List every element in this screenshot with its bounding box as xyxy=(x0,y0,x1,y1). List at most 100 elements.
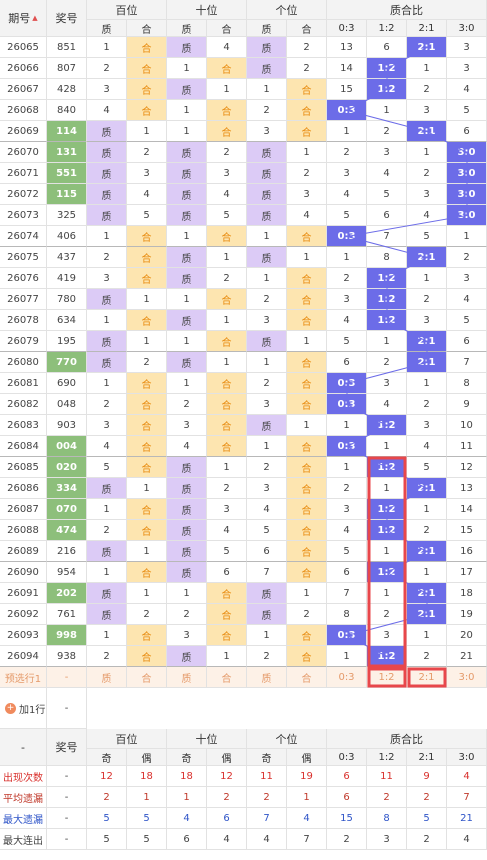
stat-cell: 合 xyxy=(127,37,167,58)
sort-icon[interactable]: ▲ xyxy=(32,14,38,22)
stat-cell: 合 xyxy=(127,562,167,583)
group-header: 质合比 xyxy=(327,0,487,20)
stat-cell: 1 xyxy=(327,457,367,478)
stat-cell: 7 xyxy=(327,583,367,604)
draw-number: 325 xyxy=(47,205,87,226)
stat-cell: 合 xyxy=(127,499,167,520)
stat-cell: 3 xyxy=(207,499,247,520)
stat-cell: 质 xyxy=(167,478,207,499)
stat-cell: 8 xyxy=(367,247,407,268)
stat-cell: 合 xyxy=(127,415,167,436)
stat-value: 2 xyxy=(207,787,247,808)
stat-cell: 质 xyxy=(87,163,127,184)
preview-cell[interactable]: 质 xyxy=(247,667,287,688)
issue: 26092 xyxy=(0,604,47,625)
stat-cell: 质 xyxy=(87,142,127,163)
draw-number: 070 xyxy=(47,499,87,520)
issue: 26066 xyxy=(0,58,47,79)
stat-cell: 合 xyxy=(127,625,167,646)
draw-number: 938 xyxy=(47,646,87,667)
stat-cell: 1 xyxy=(407,142,447,163)
stat-cell: 合 xyxy=(127,436,167,457)
stat-cell: 2 xyxy=(87,646,127,667)
issue: 26084 xyxy=(0,436,47,457)
stat-cell: 合 xyxy=(207,331,247,352)
sub-header: 质 xyxy=(87,20,127,37)
group-header: 十位 xyxy=(167,729,247,749)
stat-cell: 1 xyxy=(207,646,247,667)
draw-number: 998 xyxy=(47,625,87,646)
stat-cell: 质 xyxy=(167,184,207,205)
stat-cell: 质 xyxy=(247,37,287,58)
draw-number: 216 xyxy=(47,541,87,562)
stat-cell: 2 xyxy=(207,478,247,499)
stat-cell: 合 xyxy=(287,541,327,562)
draw-number: 851 xyxy=(47,37,87,58)
header-cell: 奖号 xyxy=(47,729,87,766)
stat-cell: 质 xyxy=(87,184,127,205)
issue: 26076 xyxy=(0,268,47,289)
stat-cell: 1 xyxy=(127,583,167,604)
issue: 26081 xyxy=(0,373,47,394)
stat-cell: 1 xyxy=(207,310,247,331)
add-label[interactable]: 加1行 xyxy=(19,704,46,716)
stat-cell: 3 xyxy=(247,121,287,142)
stat-cell: 合 xyxy=(287,436,327,457)
stat-cell: 质 xyxy=(167,37,207,58)
stat-cell: 4 xyxy=(407,205,447,226)
stat-value: - xyxy=(47,808,87,829)
preview-cell[interactable]: 0:3 xyxy=(327,667,367,688)
stat-cell: 1 xyxy=(87,373,127,394)
stat-value: 12 xyxy=(207,766,247,787)
stat-value: 1 xyxy=(287,787,327,808)
stat-cell: 2 xyxy=(367,121,407,142)
stat-cell: 1 xyxy=(407,58,447,79)
add-icon[interactable]: + xyxy=(5,702,16,714)
issue: 26067 xyxy=(0,79,47,100)
stat-cell: 5 xyxy=(87,457,127,478)
stat-cell: 质 xyxy=(247,184,287,205)
stat-cell: 质 xyxy=(167,520,207,541)
stat-cell: 质 xyxy=(167,247,207,268)
group-header: 百位 xyxy=(87,0,167,20)
issue: 26079 xyxy=(0,331,47,352)
stat-cell: 3 xyxy=(327,163,367,184)
draw-number: 954 xyxy=(47,562,87,583)
preview-cell[interactable]: 合 xyxy=(207,667,247,688)
stat-cell: 1 xyxy=(407,499,447,520)
issue: 26094 xyxy=(0,646,47,667)
draw-number: 840 xyxy=(47,100,87,121)
issue: 26072 xyxy=(0,184,47,205)
preview-cell[interactable]: 合 xyxy=(127,667,167,688)
stat-cell: 4 xyxy=(207,184,247,205)
stat-cell: 3 xyxy=(87,79,127,100)
draw-number: 474 xyxy=(47,520,87,541)
stat-cell: 合 xyxy=(207,625,247,646)
sub-header: 质 xyxy=(247,20,287,37)
stat-cell: 2 xyxy=(287,37,327,58)
stat-cell: 4 xyxy=(327,184,367,205)
issue: 26077 xyxy=(0,289,47,310)
sub-header: 2:1 xyxy=(407,20,447,37)
stat-cell: 合 xyxy=(287,310,327,331)
stat-cell: 5 xyxy=(247,520,287,541)
stat-value: 11 xyxy=(247,766,287,787)
stat-value: 2 xyxy=(367,787,407,808)
stat-value: 12 xyxy=(87,766,127,787)
add-row-button[interactable]: + 加1行 xyxy=(0,688,47,729)
issue: 26083 xyxy=(0,415,47,436)
stat-cell: 2 xyxy=(407,289,447,310)
stat-value: 5 xyxy=(87,808,127,829)
preview-cell[interactable]: 质 xyxy=(87,667,127,688)
stat-cell: 2 xyxy=(327,478,367,499)
draw-number: 195 xyxy=(47,331,87,352)
draw-number: 761 xyxy=(47,604,87,625)
draw-number: 020 xyxy=(47,457,87,478)
stat-cell: 3 xyxy=(407,184,447,205)
preview-cell[interactable]: 质 xyxy=(167,667,207,688)
preview-cell[interactable]: 合 xyxy=(287,667,327,688)
stat-cell: 1 xyxy=(87,226,127,247)
header-cell[interactable]: 期号 ▲ xyxy=(0,0,47,37)
draw-number: 770 xyxy=(47,352,87,373)
